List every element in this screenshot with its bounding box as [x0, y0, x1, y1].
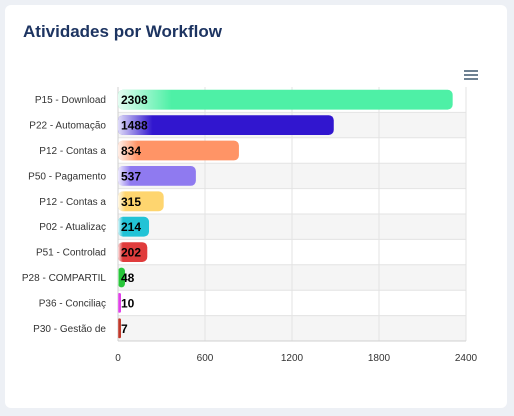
bar-highlight	[118, 242, 148, 263]
x-tick-label: 0	[115, 353, 121, 364]
bar-highlight	[118, 115, 334, 136]
menu-line	[464, 74, 478, 76]
menu-line	[464, 70, 478, 72]
data-label: 834	[121, 144, 141, 158]
category-label: P28 - COMPARTIL	[22, 273, 107, 284]
category-label: P12 - Contas a	[39, 197, 106, 208]
data-label: 315	[121, 195, 141, 209]
category-label: P50 - Pagamento	[28, 171, 106, 182]
data-label: 7	[121, 322, 128, 336]
bar-highlight	[118, 191, 164, 212]
category-label: P12 - Contas a	[39, 146, 106, 157]
category-label: P22 - Automação	[29, 121, 106, 132]
data-label: 10	[121, 296, 135, 310]
bar-highlight	[118, 318, 121, 339]
data-label: 1488	[121, 119, 148, 133]
x-tick-label: 600	[197, 353, 214, 364]
bar-highlight	[118, 140, 239, 161]
bar-chart: 2308 P15 - Download 1488 P22 - Automação 834…	[22, 87, 478, 364]
data-label: 214	[121, 220, 141, 234]
card-title: Atividades por Workflow	[23, 22, 222, 41]
category-label: P36 - Conciliaç	[39, 298, 106, 309]
category-label: P02 - Atualizaç	[39, 222, 106, 233]
data-label: 48	[121, 271, 135, 285]
x-tick-label: 1200	[281, 353, 304, 364]
data-label: 202	[121, 246, 141, 260]
data-label: 537	[121, 169, 141, 183]
category-label: P15 - Download	[35, 95, 106, 106]
workflow-activities-card: Atividades por Workflow 2308 P15 - Downlo…	[5, 5, 507, 408]
bar-highlight	[118, 267, 125, 288]
hamburger-menu-icon[interactable]	[461, 67, 481, 83]
category-label: P51 - Controlad	[36, 248, 106, 259]
x-tick-label: 1800	[368, 353, 391, 364]
category-label: P30 - Gestão de	[33, 324, 106, 335]
menu-line	[464, 78, 478, 80]
bar-highlight	[118, 89, 453, 110]
data-label: 2308	[121, 93, 148, 107]
x-tick-label: 2400	[455, 353, 478, 364]
bar-highlight	[118, 292, 121, 313]
bar-highlight	[118, 165, 196, 186]
bar-highlight	[118, 216, 150, 237]
